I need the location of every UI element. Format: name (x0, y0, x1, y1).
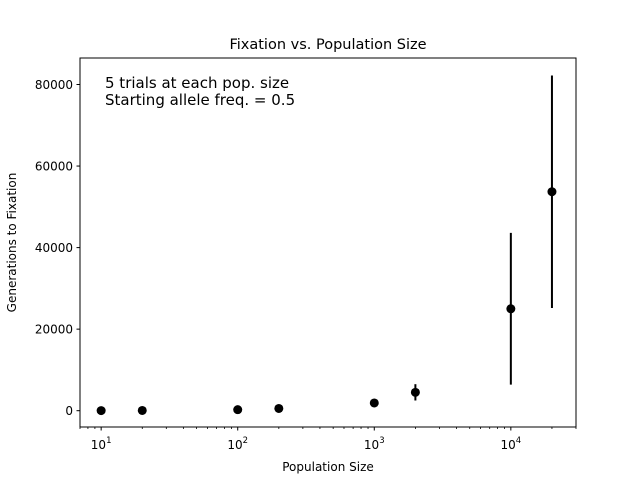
x-tick-base: 10 (500, 438, 515, 452)
x-axis-label: Population Size (282, 460, 374, 474)
data-point (506, 304, 516, 314)
y-tick-label: 0 (65, 404, 73, 418)
data-point (547, 187, 557, 197)
y-tick-label: 60000 (35, 160, 73, 174)
x-tick-label: 103 (364, 436, 385, 452)
data-point (369, 398, 379, 408)
y-tick-label: 40000 (35, 241, 73, 255)
y-tick-label: 80000 (35, 78, 73, 92)
plot-frame (79, 57, 577, 428)
x-tick-base: 10 (364, 438, 379, 452)
data-point (410, 387, 420, 397)
data-point (137, 405, 147, 415)
annotation-text: 5 trials at each pop. size Starting alle… (105, 74, 295, 109)
x-tick-label: 102 (227, 436, 248, 452)
x-tick-label: 101 (91, 436, 112, 452)
x-tick-exponent: 4 (516, 436, 521, 446)
annotation-line-2: Starting allele freq. = 0.5 (105, 91, 295, 109)
x-tick-exponent: 2 (243, 436, 248, 446)
x-tick-label: 104 (500, 436, 521, 452)
data-point (233, 405, 243, 415)
data-point (274, 403, 284, 413)
chart-title: Fixation vs. Population Size (229, 37, 426, 53)
data-point (96, 406, 106, 416)
x-tick-exponent: 1 (106, 436, 111, 446)
data-marks (96, 75, 557, 416)
x-tick-base: 10 (91, 438, 106, 452)
y-axis-label: Generations to Fixation (5, 173, 19, 313)
y-tick-label: 20000 (35, 323, 73, 337)
x-tick-exponent: 3 (379, 436, 384, 446)
annotation-line-1: 5 trials at each pop. size (105, 74, 289, 92)
x-tick-base: 10 (227, 438, 242, 452)
